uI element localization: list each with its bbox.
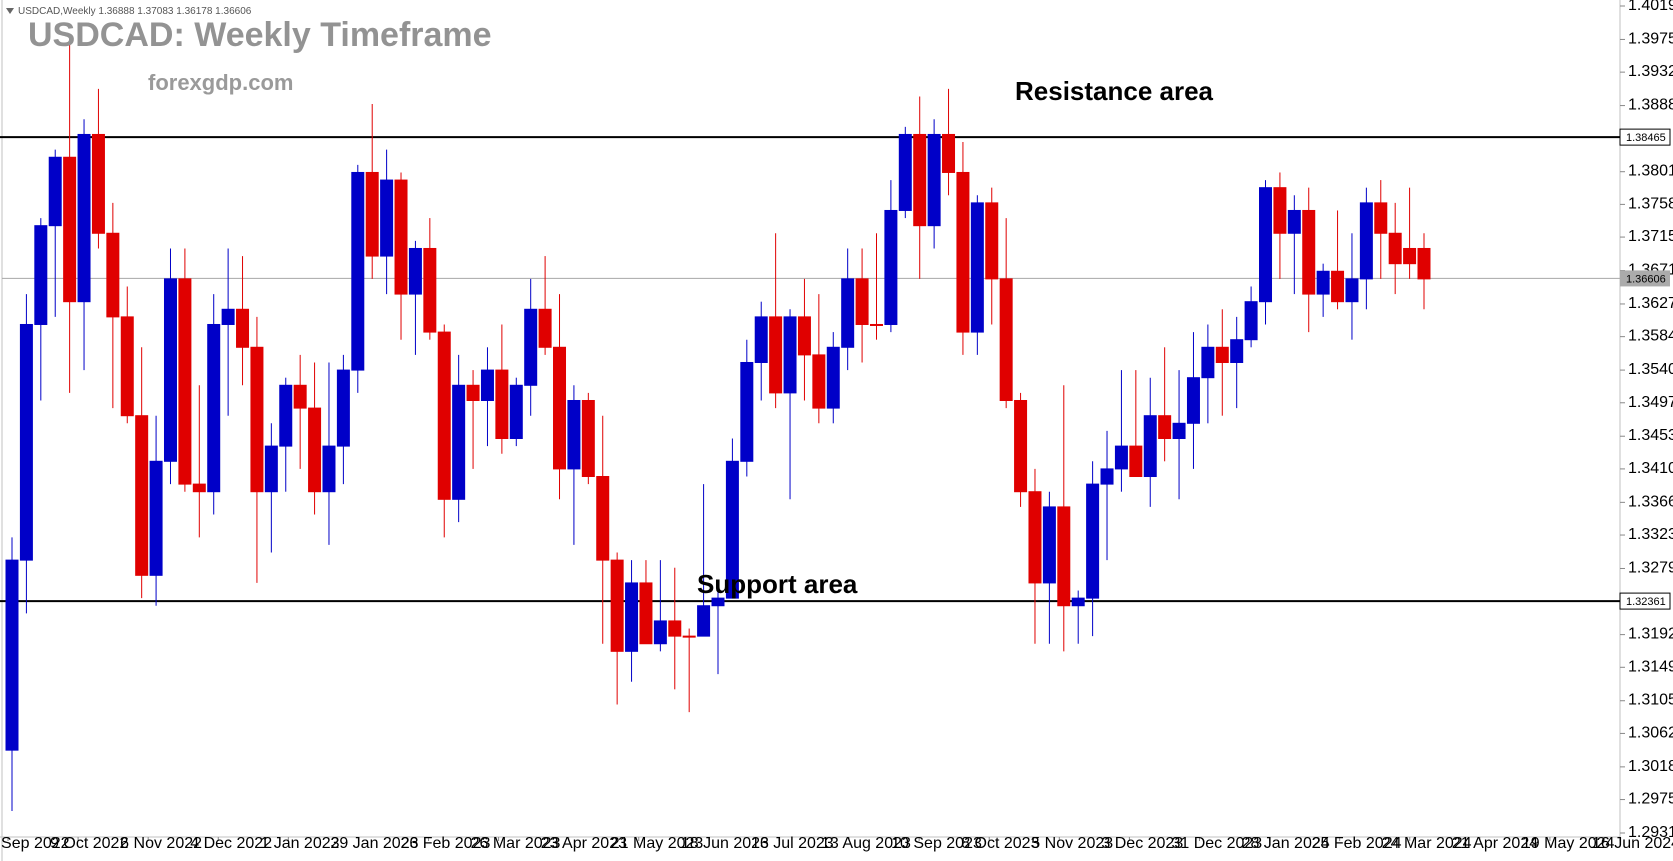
y-tick-label: 1.35840 [1628,328,1673,345]
resistance-label: Resistance area [1015,76,1214,106]
y-tick-label: 1.31490 [1628,658,1673,675]
y-tick-label: 1.35400 [1628,361,1673,378]
svg-text:1.36606: 1.36606 [1626,273,1666,285]
y-tick-label: 1.39750 [1628,30,1673,47]
y-tick-label: 1.32790 [1628,559,1673,576]
y-tick-label: 1.36270 [1628,295,1673,312]
x-tick-label: 9 Oct 2022 [50,835,128,852]
y-tick-label: 1.38010 [1628,163,1673,180]
svg-text:1.38465: 1.38465 [1626,132,1666,144]
y-tick-label: 1.34530 [1628,427,1673,444]
y-tick-label: 1.37580 [1628,195,1673,212]
y-tick-label: 1.31050 [1628,692,1673,709]
y-tick-label: 1.31920 [1628,626,1673,643]
y-tick-label: 1.39320 [1628,63,1673,80]
y-tick-label: 1.40190 [1628,0,1673,14]
y-tick-label: 1.30180 [1628,758,1673,775]
x-tick-label: 1 Jan 2023 [260,835,339,852]
y-tick-label: 1.34970 [1628,394,1673,411]
x-tick-label: 16 Jun 2024 [1592,835,1673,852]
y-tick-label: 1.30620 [1628,724,1673,741]
chart-title: USDCAD: Weekly Timeframe [28,16,492,54]
y-tick-label: 1.34100 [1628,460,1673,477]
svg-text:1.32361: 1.32361 [1626,596,1666,608]
y-tick-label: 1.29750 [1628,791,1673,808]
support-label: Support area [697,569,858,599]
watermark: forexgdp.com [148,70,293,95]
x-tick-label: 8 Oct 2023 [961,835,1039,852]
candlestick-chart[interactable]: 1.40190 1.39750 1.39320 1.38880 1.38010 1.375… [0,0,1673,861]
y-tick-label: 1.33230 [1628,526,1673,543]
chart-container: 1.40190 1.39750 1.39320 1.38880 1.38010 1.375… [0,0,1673,861]
y-tick-label: 1.37150 [1628,228,1673,245]
y-tick-label: 1.33660 [1628,493,1673,510]
y-tick-label: 1.38880 [1628,97,1673,114]
